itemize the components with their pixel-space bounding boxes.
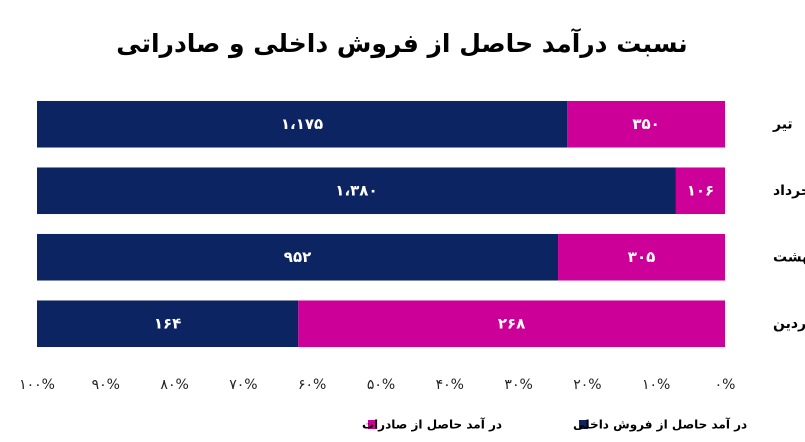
data-label: ۲۶۸ [498, 314, 525, 332]
data-label: ۱۰۶ [687, 181, 714, 199]
x-tick-label: ۵۰% [367, 377, 395, 393]
x-tick-label: ۷۰% [229, 377, 257, 393]
x-tick-label: ۱۰۰% [19, 377, 55, 393]
legend-swatch [368, 420, 377, 429]
bar-segment [298, 300, 725, 348]
data-label: ۳۵۰ [632, 115, 659, 133]
x-tick-label: ۲۰% [573, 377, 601, 393]
category-label: اردیبهشت [773, 249, 805, 265]
data-label: ۱،۱۷۵ [281, 115, 323, 133]
legend-swatch [579, 420, 588, 429]
x-tick-label: ۸۰% [160, 377, 188, 393]
data-label: ۹۵۲ [284, 248, 311, 266]
chart-title: نسبت درآمد حاصل از فروش داخلی و صادراتی [116, 28, 687, 59]
data-label: ۱۶۴ [154, 314, 181, 332]
x-tick-label: ۰% [715, 377, 736, 393]
legend-label: در آمد حاصل از فروش داخلی [573, 417, 747, 433]
bar-segment [37, 300, 299, 348]
bar-segment [675, 167, 725, 215]
bar-segment [37, 167, 676, 215]
bar-segment [37, 233, 559, 281]
x-tick-label: ۳۰% [504, 377, 532, 393]
data-label: ۳۰۵ [628, 248, 655, 266]
category-label: تیر [772, 116, 793, 132]
bar-segment [567, 100, 725, 148]
data-label: ۱،۳۸۰ [335, 181, 377, 199]
bar-segment [37, 100, 568, 148]
x-tick-label: ۹۰% [92, 377, 120, 393]
x-tick-label: ۶۰% [298, 377, 326, 393]
x-tick-label: ۴۰% [436, 377, 464, 393]
legend-label: در آمد حاصل از صادرات [362, 417, 502, 432]
x-tick-label: ۱۰% [642, 377, 670, 393]
category-label: خرداد [773, 183, 805, 199]
category-label: فروردین [773, 316, 805, 332]
bar-segment [558, 233, 725, 281]
